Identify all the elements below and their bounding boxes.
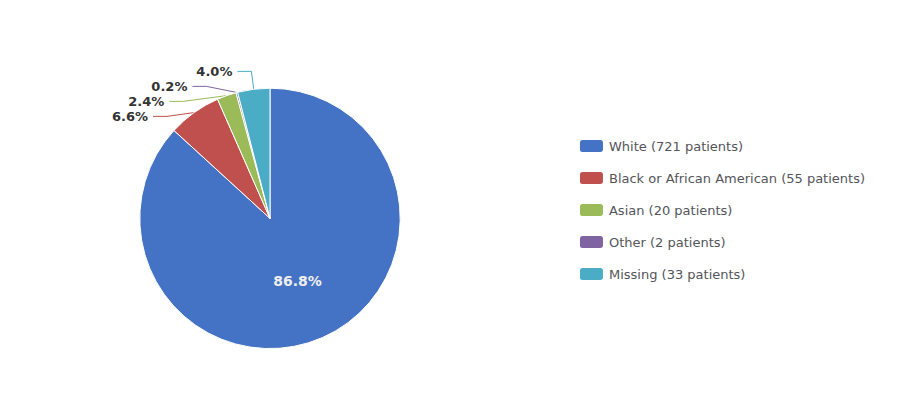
svg-text:86.8%: 86.8% <box>273 273 322 289</box>
svg-text:4.0%: 4.0% <box>196 64 232 79</box>
svg-text:6.6%: 6.6% <box>112 109 148 124</box>
svg-text:0.2%: 0.2% <box>151 79 187 94</box>
svg-text:2.4%: 2.4% <box>128 94 164 109</box>
svg-text:Black or African American (55: Black or African American (55 patients) <box>609 171 865 186</box>
svg-text:White (721 patients): White (721 patients) <box>609 139 743 154</box>
svg-text:Other (2 patients): Other (2 patients) <box>609 235 726 250</box>
svg-text:Missing (33 patients): Missing (33 patients) <box>609 267 745 282</box>
svg-text:Asian (20 patients): Asian (20 patients) <box>609 203 732 218</box>
